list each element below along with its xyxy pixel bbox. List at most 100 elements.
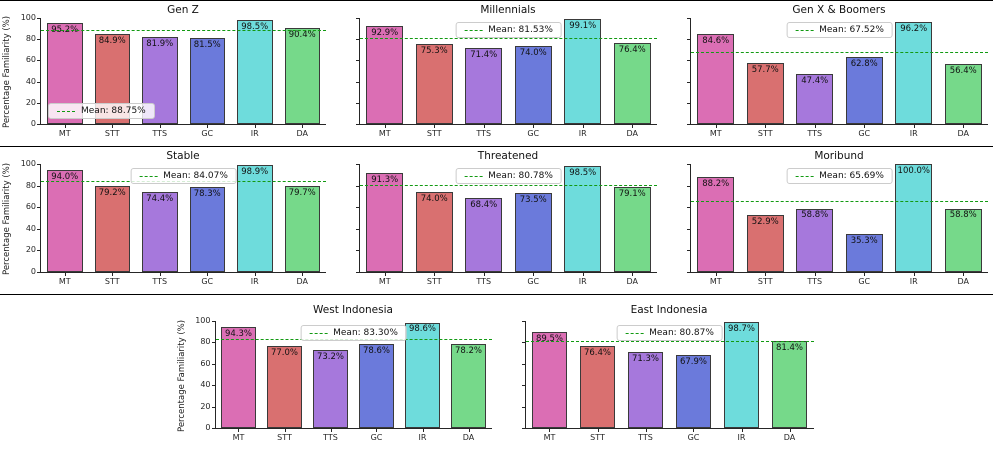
bar-ir: [895, 164, 933, 272]
x-tick-label: STT: [426, 277, 442, 286]
bar-value-label: 73.5%: [519, 194, 547, 205]
dashed-line-icon: [795, 175, 814, 177]
x-tick-mark: [254, 124, 256, 128]
plot-area: 92.9% MT 75.3% STT 71.4% TTS 74.0% GC 99.1% IR 76.…: [356, 18, 657, 138]
x-tick-mark: [302, 272, 304, 276]
bar-value-label: 71.3%: [631, 353, 660, 364]
y-tick-label: 0: [205, 423, 211, 432]
figure-row-region: West Indonesia Percentage Familiarity (%)…: [0, 294, 993, 449]
mean-line: [691, 201, 988, 203]
plot-area: 0 20 40 60 80 100 95.2% MT 84.9% STT 81.9% TTS 81.5%…: [21, 13, 326, 138]
x-tick-label: STT: [277, 433, 292, 442]
bar-mt: [221, 327, 256, 428]
y-tick-mark: [37, 39, 41, 41]
bar-da: [451, 344, 486, 428]
subplot-title: Gen Z: [167, 4, 199, 16]
y-tick-mark: [356, 207, 360, 209]
dashed-line-icon: [464, 29, 483, 31]
mean-legend: Mean: 88.75%: [48, 103, 155, 119]
x-tick-mark: [159, 272, 161, 276]
bar-mt: [697, 34, 735, 124]
y-tick-mark: [356, 102, 360, 104]
x-tick-label: DA: [957, 277, 970, 286]
y-tick-mark: [37, 272, 41, 273]
bar-value-label: 89.5%: [535, 334, 563, 345]
y-tick-mark: [521, 321, 526, 322]
x-tick-mark: [864, 124, 866, 128]
mean-line: [691, 52, 988, 54]
bar-value-label: 71.4%: [470, 50, 498, 61]
legend-label: Mean: 80.87%: [649, 328, 714, 338]
y-tick-mark: [356, 60, 360, 62]
x-tick-mark: [913, 124, 915, 128]
bar-gc: [845, 233, 883, 272]
x-tick-label: MT: [378, 277, 391, 286]
x-tick-mark: [64, 272, 66, 276]
legend-label: Mean: 81.53%: [488, 25, 553, 35]
y-tick-mark: [211, 342, 216, 344]
dashed-line-icon: [464, 175, 483, 177]
x-tick-label: TTS: [807, 129, 823, 138]
x-tick-label: IR: [737, 433, 746, 442]
x-tick-mark: [434, 124, 436, 128]
x-tick-mark: [715, 124, 717, 128]
bar-gc: [675, 355, 712, 428]
bar-value-label: 98.7%: [727, 324, 756, 335]
bar-value-label: 58.8%: [949, 210, 977, 221]
legend-label: Mean: 84.07%: [163, 171, 228, 181]
bar-value-label: 35.3%: [850, 235, 878, 246]
x-tick-mark: [963, 272, 965, 276]
x-tick-label: GC: [858, 277, 871, 286]
y-tick-label: 80: [25, 180, 36, 190]
x-tick-mark: [384, 272, 386, 276]
bar-value-label: 79.1%: [618, 188, 646, 199]
mean-line: [525, 341, 814, 343]
bar-value-label: 73.2%: [316, 351, 345, 362]
bar-tts: [796, 208, 834, 272]
y-tick-mark: [356, 18, 360, 19]
bar-mt: [697, 176, 735, 272]
legend-label: Mean: 65.69%: [819, 171, 884, 181]
y-tick-label: 40: [25, 76, 36, 86]
x-tick-label: GC: [527, 129, 540, 138]
y-tick-mark: [37, 60, 41, 62]
bar-value-label: 99.1%: [569, 20, 597, 31]
bar-da: [284, 185, 320, 272]
bar-da: [944, 208, 982, 272]
y-tick-mark: [37, 164, 41, 165]
y-tick-label: 60: [25, 202, 36, 212]
dashed-line-icon: [139, 175, 158, 177]
bar-stt: [267, 345, 302, 428]
y-tick-mark: [521, 342, 526, 344]
x-tick-mark: [632, 124, 634, 128]
x-tick-label: STT: [757, 129, 773, 138]
x-tick-label: DA: [626, 129, 639, 138]
bar-value-label: 78.6%: [362, 345, 390, 356]
y-tick-label: 20: [25, 97, 36, 107]
y-tick-mark: [687, 60, 691, 62]
plot-area: 89.5% MT 76.4% STT 71.3% TTS 67.9% GC 98.7% IR 81.…: [521, 321, 814, 442]
x-tick-mark: [533, 272, 535, 276]
x-tick-label: GC: [201, 129, 214, 138]
y-tick-mark: [211, 321, 216, 322]
y-tick-label: 60: [25, 55, 36, 65]
subplot-title: Stable: [166, 150, 200, 162]
x-tick-mark: [384, 124, 386, 128]
mean-line: [360, 184, 657, 186]
x-tick-mark: [582, 124, 584, 128]
bar-value-label: 90.4%: [288, 30, 316, 41]
x-tick-mark: [693, 428, 695, 432]
x-tick-mark: [632, 272, 634, 276]
y-tick-mark: [687, 18, 691, 19]
y-tick-mark: [521, 385, 526, 387]
bar-value-label: 94.3%: [224, 329, 252, 340]
mean-legend: Mean: 65.69%: [786, 168, 893, 184]
bar-value-label: 91.3%: [371, 175, 399, 186]
y-tick-mark: [37, 81, 41, 83]
subplot-stable: Stable Percentage Familiarity (%) 0 20 40 60 8…: [0, 147, 331, 294]
y-tick-mark: [521, 363, 526, 365]
bar-gc: [189, 37, 225, 124]
x-tick-label: IR: [250, 277, 259, 286]
x-tick-label: STT: [757, 277, 773, 286]
subplot-title: Moribund: [814, 150, 864, 162]
